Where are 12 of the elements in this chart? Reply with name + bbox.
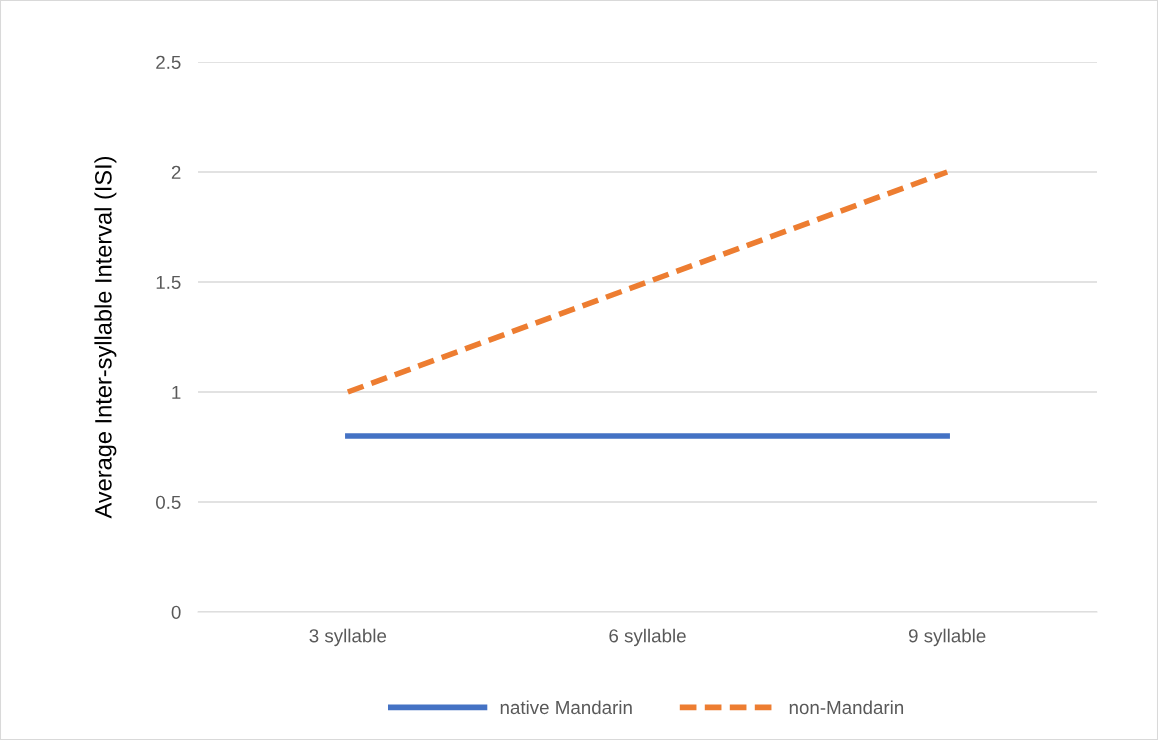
y-tick-label: 0.5 xyxy=(156,495,181,509)
y-tick-label: 2 xyxy=(171,165,181,179)
x-tick-label: 3 syllable xyxy=(309,628,387,647)
legend-label: non-Mandarin xyxy=(789,700,904,715)
x-tick-label: 6 syllable xyxy=(609,628,686,647)
y-tick-label: 0 xyxy=(171,605,181,619)
y-tick-label: 1 xyxy=(172,385,181,399)
y-axis-title: Average Inter-syllable Interval (ISI) xyxy=(94,156,117,519)
x-tick-label: 9 syllable xyxy=(908,628,986,647)
y-tick-label: 1.5 xyxy=(156,275,181,289)
y-tick-label: 2.5 xyxy=(156,55,181,69)
legend-label: native Mandarin xyxy=(500,700,632,715)
